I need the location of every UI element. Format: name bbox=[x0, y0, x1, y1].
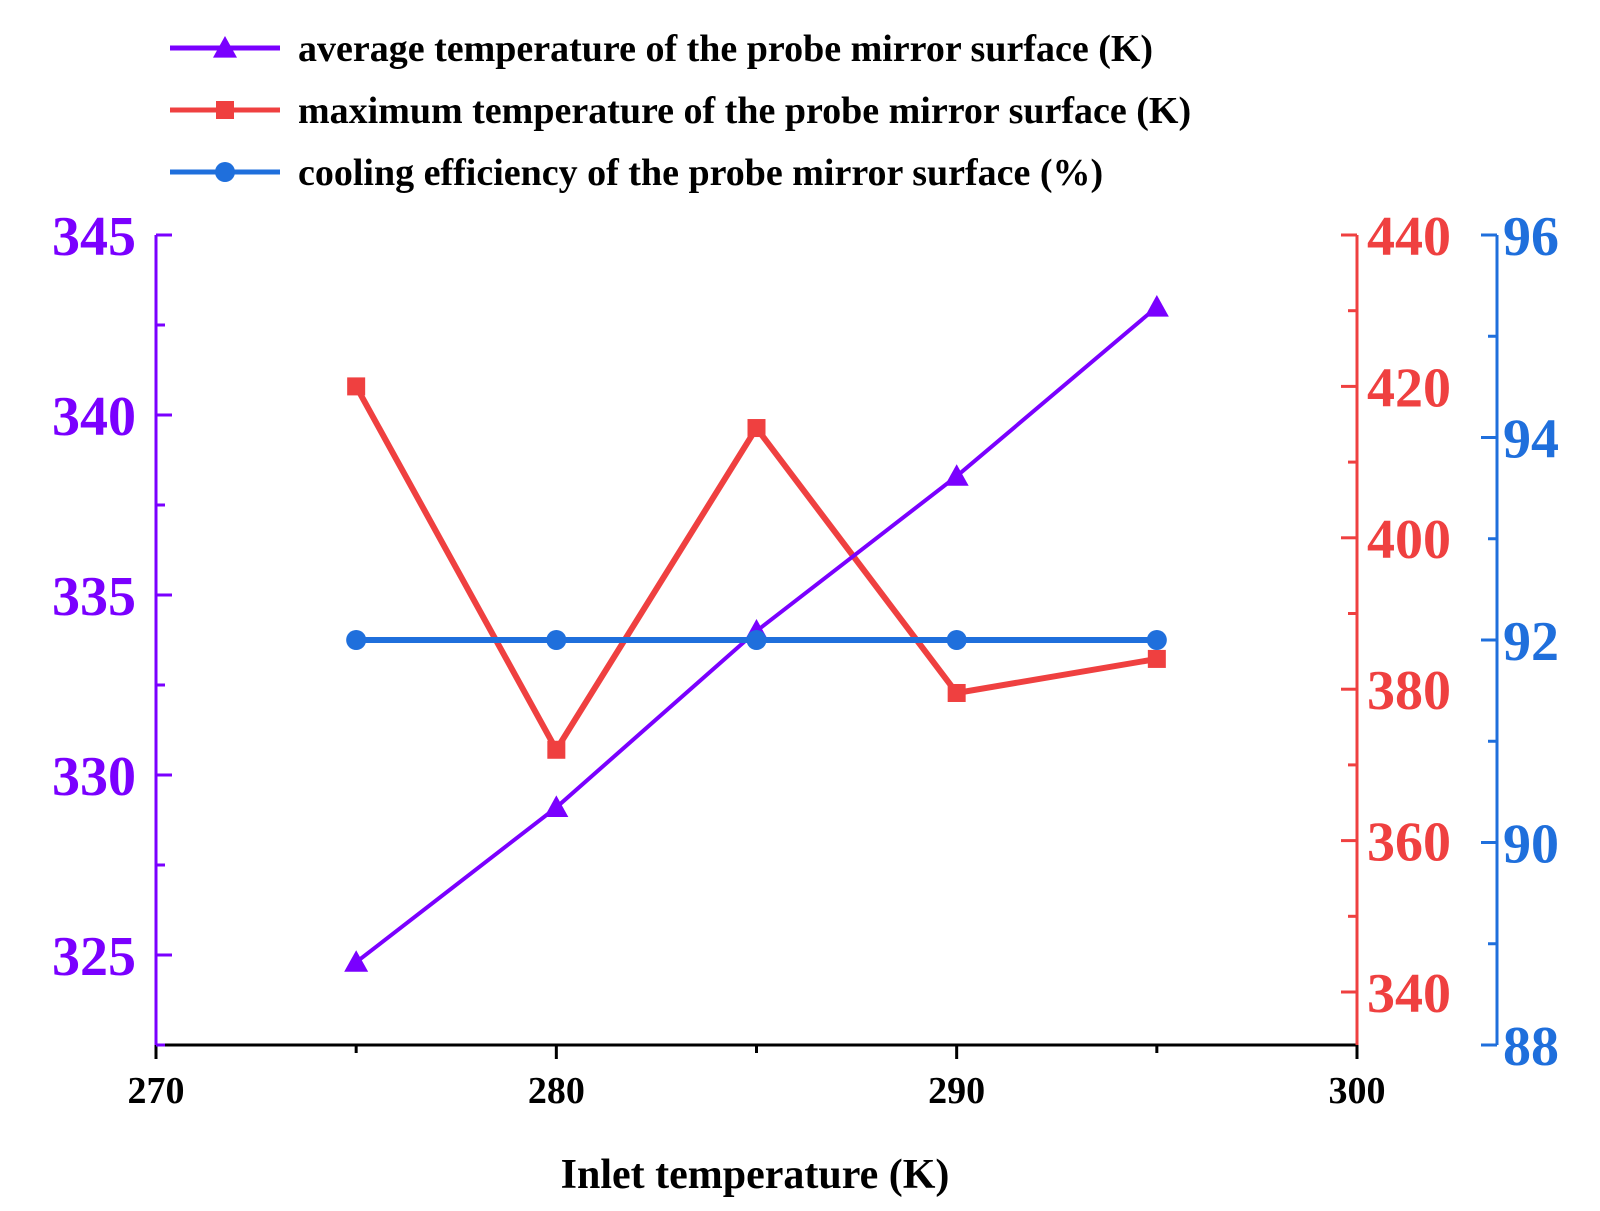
data-point-avg-temp bbox=[544, 795, 569, 817]
data-point-max-temp bbox=[547, 740, 566, 759]
left-axis-tick-label: 340 bbox=[52, 386, 136, 448]
x-tick-label: 270 bbox=[128, 1070, 185, 1112]
plot-area bbox=[344, 295, 1169, 972]
left-axis-tick-label: 335 bbox=[52, 566, 136, 628]
data-point-max-temp bbox=[347, 377, 366, 396]
legend-swatch-marker bbox=[216, 101, 234, 119]
right-axis-max-temp-tick-label: 340 bbox=[1367, 963, 1451, 1025]
legend-label: average temperature of the probe mirror … bbox=[298, 28, 1153, 70]
data-point-cooling-efficiency bbox=[1146, 630, 1167, 650]
left-axis-tick-label: 330 bbox=[52, 746, 136, 808]
right-axis-efficiency-tick-label: 92 bbox=[1503, 611, 1559, 673]
x-tick-label: 300 bbox=[1329, 1070, 1386, 1112]
right-axis-efficiency-tick-label: 90 bbox=[1503, 814, 1559, 876]
data-point-cooling-efficiency bbox=[746, 630, 767, 650]
legend-item-avg-temp: average temperature of the probe mirror … bbox=[170, 28, 1153, 70]
right-axis-max-temp-tick-label: 440 bbox=[1367, 206, 1451, 268]
right-axis-efficiency-tick-label: 96 bbox=[1503, 206, 1559, 268]
x-tick-label: 290 bbox=[928, 1070, 985, 1112]
data-point-avg-temp bbox=[1144, 295, 1169, 317]
legend-item-max-temp: maximum temperature of the probe mirror … bbox=[170, 90, 1191, 132]
left-axis-tick-label: 345 bbox=[52, 206, 136, 268]
data-point-avg-temp bbox=[344, 950, 369, 972]
data-point-cooling-efficiency bbox=[546, 630, 567, 650]
data-point-max-temp bbox=[947, 683, 966, 702]
legend-swatch-marker bbox=[213, 36, 237, 58]
data-point-max-temp bbox=[747, 419, 766, 438]
right-axis-max-temp-tick-label: 380 bbox=[1367, 660, 1451, 722]
right-axis-efficiency-tick-label: 88 bbox=[1503, 1016, 1559, 1078]
right-axis-max-temp-tick-label: 360 bbox=[1367, 812, 1451, 874]
right-axis-efficiency-tick-label: 94 bbox=[1503, 409, 1559, 471]
legend-label: maximum temperature of the probe mirror … bbox=[298, 90, 1191, 132]
legend-item-cooling-efficiency: cooling efficiency of the probe mirror s… bbox=[170, 152, 1103, 194]
data-point-cooling-efficiency bbox=[346, 630, 367, 650]
data-point-max-temp bbox=[1147, 649, 1166, 668]
left-axis-tick-label: 325 bbox=[52, 926, 136, 988]
data-point-avg-temp bbox=[944, 464, 969, 486]
legend-label: cooling efficiency of the probe mirror s… bbox=[298, 152, 1103, 194]
right-axis-max-temp-tick-label: 400 bbox=[1367, 509, 1451, 571]
series-cooling-efficiency bbox=[346, 630, 1167, 650]
series-line-max-temp bbox=[353, 384, 1158, 756]
x-tick-label: 280 bbox=[528, 1070, 585, 1112]
right-axis-max-temp-tick-label: 420 bbox=[1367, 357, 1451, 419]
axes: 270 280 290 300 325 330 335 340 345 340 360 380 400 4… bbox=[52, 206, 1559, 1112]
x-axis-title: Inlet temperature (K) bbox=[561, 1152, 950, 1198]
legend-swatch-marker bbox=[215, 162, 235, 182]
data-point-cooling-efficiency bbox=[946, 630, 967, 650]
series-max-temp bbox=[347, 377, 1166, 759]
legend: average temperature of the probe mirror … bbox=[170, 28, 1191, 194]
